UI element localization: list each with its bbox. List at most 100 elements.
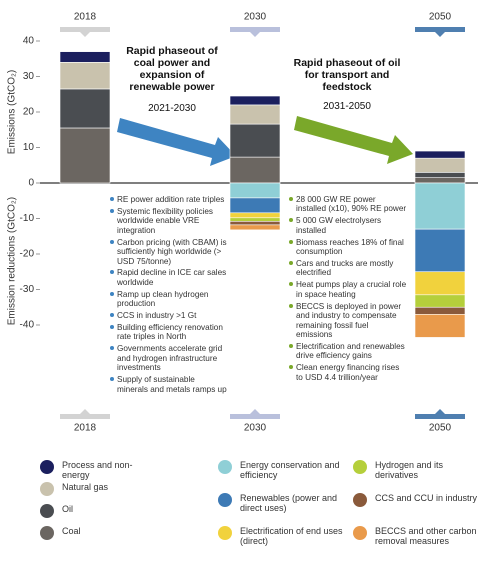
- legend-entry: Process and non-energy: [40, 460, 142, 481]
- legend-label: Oil: [62, 504, 73, 514]
- bullet-dot: [289, 282, 293, 287]
- bar-segment: [414, 157, 466, 173]
- year-tab-notch: [435, 409, 445, 414]
- y-axis-label-negative: Emission reductions (GtCO₂): [7, 197, 18, 325]
- bullet: Ramp up clean hydrogen production: [110, 290, 228, 309]
- bullet-list: 28 000 GW RE power installed (x10), 90% …: [289, 195, 407, 385]
- annotation-period: 2031-2050: [323, 101, 371, 112]
- bullet-text: CCS in industry >1 Gt: [117, 311, 197, 321]
- arrow-2021-2030: [117, 118, 236, 166]
- bar-segment: [414, 306, 466, 315]
- year-tab-top: [230, 27, 280, 32]
- legend-entry: Electrification of end uses (direct): [218, 526, 345, 547]
- bar-segment: [59, 88, 111, 129]
- bullet-dot: [289, 365, 293, 370]
- bullet-text: BECCS is deployed in power and industry …: [296, 301, 402, 339]
- y-tick-label: 10: [23, 142, 35, 153]
- legend-swatch: [218, 460, 232, 474]
- bar-segment: [229, 197, 281, 214]
- legend-entry: Oil: [40, 504, 142, 518]
- legend-label: Process and non-energy: [62, 460, 133, 481]
- bullet-text: RE power addition rate triples: [117, 195, 225, 204]
- y-axis-label: Emissions (GtCO₂): [7, 70, 18, 154]
- bullet-dot: [289, 303, 293, 308]
- bar-segment: [59, 51, 111, 63]
- legend-entry: Coal: [40, 526, 142, 540]
- year-tab-notch: [250, 32, 260, 37]
- annotation-period: 2021-2030: [148, 103, 196, 114]
- legend-swatch: [353, 526, 367, 540]
- bullet: 5 000 GW electrolysers installed: [289, 216, 407, 235]
- bullet-dot: [289, 239, 293, 244]
- bullet-dot: [289, 261, 293, 266]
- y-tick-label: -30: [20, 284, 35, 295]
- bullet-dot: [110, 377, 114, 382]
- arrow-2031-2050: [294, 116, 413, 164]
- legend-swatch: [353, 493, 367, 507]
- bullet-dot: [110, 313, 114, 318]
- legend-entry: Energy conservation and efficiency: [218, 460, 345, 481]
- bullet-text: Ramp up clean hydrogen production: [117, 289, 209, 309]
- bullet-text: Carbon pricing (with CBAM) is sufficient…: [117, 237, 227, 266]
- bullet-text: Supply of sustainable minerals and metal…: [117, 375, 227, 394]
- legend-label: Energy conservation and efficiency: [240, 460, 340, 481]
- bullet-dot: [110, 197, 114, 201]
- legend-entry: BECCS and other carbon removal measures: [353, 526, 480, 547]
- bullet-dot: [110, 346, 114, 351]
- legend-label: Electrification of end uses (direct): [240, 526, 343, 547]
- bullet-text: Heat pumps play a crucial role in space …: [296, 280, 407, 299]
- bullet-dot: [110, 291, 114, 296]
- bullet-text: Clean energy financing rises to USD 4.4 …: [296, 363, 400, 382]
- annotation-title: Rapid phaseout of oil for transport and …: [293, 57, 401, 94]
- bullet-text: Systemic flexibility policies worldwide …: [117, 206, 214, 235]
- bullet-dot: [110, 208, 114, 213]
- bullet: Electrification and renewables drive eff…: [289, 342, 407, 361]
- legend-entry: Hydrogen and its derivatives: [353, 460, 480, 481]
- bullet-text: Building efficiency renovation rate trip…: [117, 323, 223, 342]
- bullet: Carbon pricing (with CBAM) is sufficient…: [110, 238, 228, 266]
- bullet: Clean energy financing rises to USD 4.4 …: [289, 363, 407, 382]
- bar-segment: [414, 314, 466, 338]
- bullet-dot: [289, 218, 293, 223]
- bar-segment: [229, 217, 281, 222]
- year-label-bottom: 2050: [429, 423, 452, 434]
- year-label-bottom: 2030: [244, 423, 267, 434]
- bullet-list: RE power addition rate triples Systemic f…: [110, 195, 228, 397]
- bullet: Systemic flexibility policies worldwide …: [110, 207, 228, 235]
- bullet: Governments accelerate grid and hydrogen…: [110, 344, 228, 372]
- bullet: Supply of sustainable minerals and metal…: [110, 375, 228, 394]
- bullet-dot: [110, 270, 114, 275]
- bar-segment: [59, 61, 111, 90]
- bullet: Heat pumps play a crucial role in space …: [289, 280, 407, 299]
- bullet-dot: [289, 197, 293, 201]
- bar-segment: [414, 228, 466, 273]
- year-label-top: 2030: [244, 12, 267, 23]
- year-tab-bottom: [230, 414, 280, 419]
- year-tab-bottom: [415, 414, 465, 419]
- bullet: Building efficiency renovation rate trip…: [110, 323, 228, 342]
- year-tab-notch: [435, 32, 445, 37]
- bullet-text: Rapid decline in ICE car sales worldwide: [117, 268, 227, 287]
- legend-entry: CCS and CCU in industry: [353, 493, 480, 507]
- legend-entry: Renewables (power and direct uses): [218, 493, 345, 514]
- y-tick-label: 40: [23, 36, 35, 47]
- bar-segment: [229, 95, 281, 106]
- legend-swatch: [40, 504, 54, 518]
- bullet: Biomass reaches 18% of final consumption: [289, 238, 407, 257]
- legend-swatch: [353, 460, 367, 474]
- legend-label: Renewables (power and direct uses): [240, 493, 338, 514]
- bullet-text: 28 000 GW RE power installed (x10), 90% …: [296, 195, 407, 214]
- bullet: BECCS is deployed in power and industry …: [289, 302, 407, 340]
- year-label-top: 2050: [429, 12, 452, 23]
- annotation-title: Rapid phaseout of coal power and expansi…: [126, 45, 218, 94]
- year-tab-top: [415, 27, 465, 32]
- bullet-text: Governments accelerate grid and hydrogen…: [117, 344, 223, 373]
- bullet: Cars and trucks are mostly electrified: [289, 259, 407, 278]
- bullet-text: 5 000 GW electrolysers installed: [296, 216, 382, 235]
- bar-segment: [414, 271, 466, 296]
- legend-label: Natural gas: [62, 482, 109, 492]
- year-label-bottom: 2018: [74, 423, 97, 434]
- y-tick-label: -40: [20, 320, 35, 331]
- y-tick-label: -20: [20, 249, 35, 260]
